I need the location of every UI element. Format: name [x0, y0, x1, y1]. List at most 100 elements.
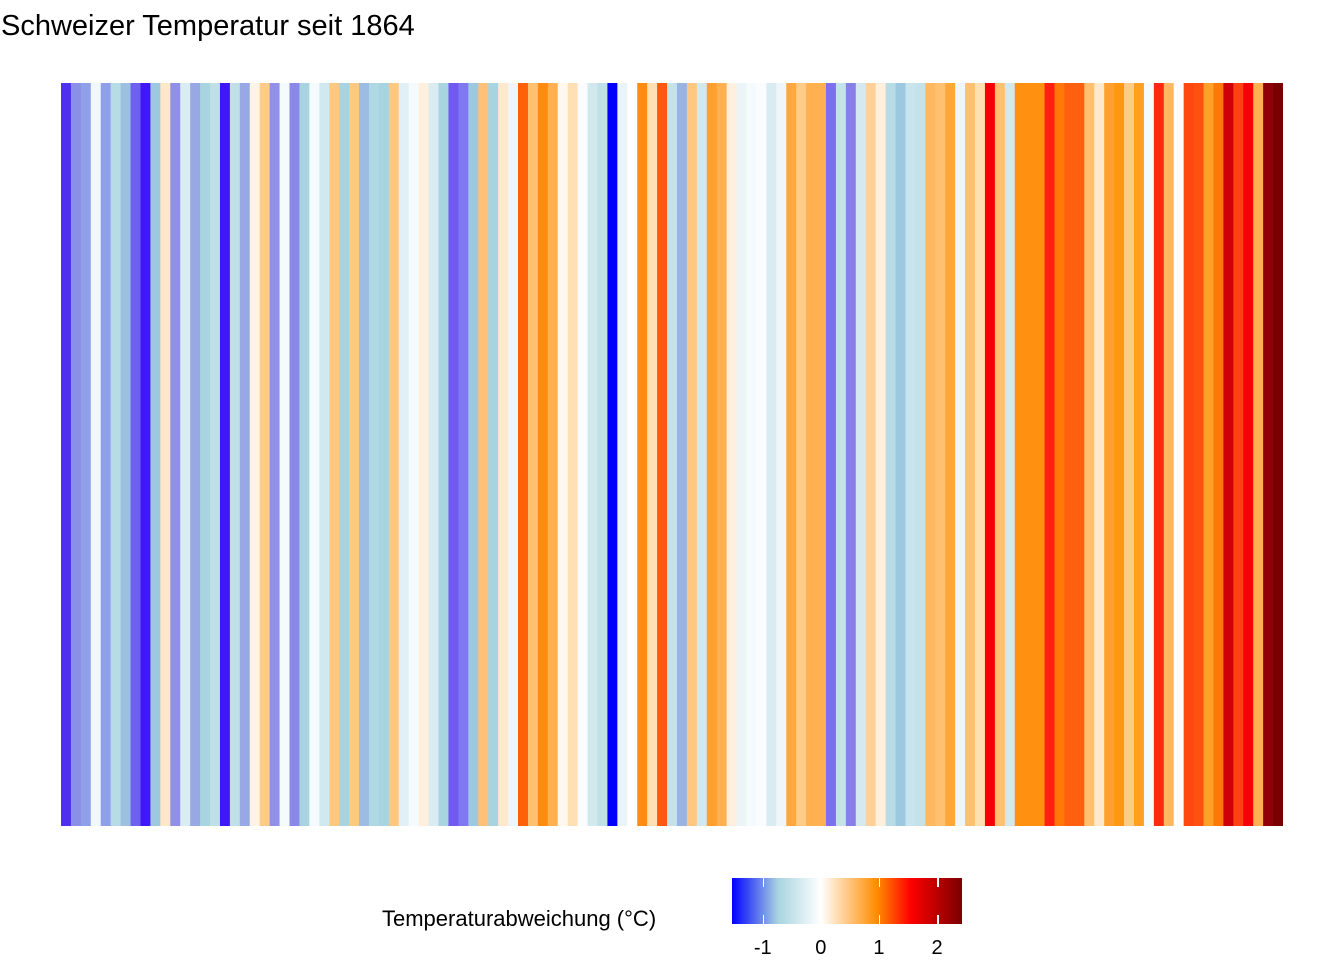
stripe	[100, 83, 112, 826]
stripe	[806, 83, 817, 826]
stripe	[905, 83, 916, 826]
legend-tick-mark	[937, 878, 939, 887]
legend-tick-mark	[762, 915, 765, 924]
stripe	[1243, 83, 1254, 826]
stripe	[1143, 83, 1155, 826]
stripe	[855, 83, 867, 826]
stripe	[239, 83, 251, 826]
stripe	[527, 83, 539, 826]
chart-title: Schweizer Temperatur seit 1864	[1, 10, 415, 42]
legend-tick-mark	[937, 915, 939, 924]
stripe	[1094, 83, 1105, 826]
stripe	[676, 83, 688, 826]
stripe	[1203, 83, 1215, 826]
stripe	[1133, 83, 1145, 826]
stripe	[696, 83, 708, 826]
stripe	[885, 83, 897, 826]
stripe	[508, 83, 519, 826]
stripe	[1004, 83, 1016, 826]
stripe	[1024, 83, 1036, 826]
stripe	[786, 83, 797, 826]
stripe	[1104, 83, 1115, 826]
stripe	[706, 83, 718, 826]
stripe	[200, 83, 211, 826]
stripe	[915, 83, 926, 826]
stripe	[657, 83, 668, 826]
stripe	[70, 83, 82, 826]
stripe	[368, 83, 380, 826]
stripe	[835, 83, 847, 826]
stripe	[796, 83, 807, 826]
stripe	[1064, 83, 1075, 826]
stripe	[1114, 83, 1125, 826]
stripe	[408, 83, 420, 826]
stripe	[776, 83, 787, 826]
stripe	[61, 83, 72, 826]
stripe	[547, 83, 559, 826]
stripe	[845, 83, 857, 826]
legend-tick-mark	[878, 878, 881, 887]
stripe	[418, 83, 430, 826]
legend-tick-mark	[762, 878, 765, 887]
stripe	[438, 83, 450, 826]
stripe	[975, 83, 986, 826]
stripe	[607, 83, 618, 826]
stripe	[994, 83, 1006, 826]
stripe	[925, 83, 936, 826]
stripe	[498, 83, 509, 826]
stripe	[309, 83, 320, 826]
legend-tick-mark	[820, 915, 823, 924]
stripe	[1074, 83, 1085, 826]
stripe	[1263, 83, 1274, 826]
stripe	[736, 83, 748, 826]
stripe	[1173, 83, 1185, 826]
stripe	[319, 83, 330, 826]
stripe	[895, 83, 907, 826]
stripe	[726, 83, 738, 826]
stripe	[686, 83, 698, 826]
stripe	[756, 83, 767, 826]
stripe	[1153, 83, 1165, 826]
legend-tick-label: 1	[873, 937, 885, 959]
stripe	[349, 83, 360, 826]
stripe	[398, 83, 410, 826]
stripe	[130, 83, 142, 826]
stripe	[219, 83, 231, 826]
stripe	[1054, 83, 1066, 826]
stripe	[378, 83, 390, 826]
stripe	[229, 83, 241, 826]
stripe	[90, 83, 102, 826]
stripe	[150, 83, 161, 826]
stripe	[1084, 83, 1095, 826]
stripe	[965, 83, 976, 826]
stripe	[1044, 83, 1056, 826]
stripe	[518, 83, 529, 826]
stripe	[180, 83, 191, 826]
stripe	[478, 83, 489, 826]
stripe	[160, 83, 171, 826]
legend-colorbar	[732, 878, 962, 924]
stripe	[190, 83, 201, 826]
stripe	[647, 83, 658, 826]
stripe	[766, 83, 777, 826]
stripe	[955, 83, 966, 826]
stripe	[537, 83, 549, 826]
stripe	[468, 83, 479, 826]
stripe	[1183, 83, 1195, 826]
stripe	[667, 83, 678, 826]
stripe	[299, 83, 310, 826]
stripe	[816, 83, 827, 826]
stripe	[1034, 83, 1046, 826]
stripe	[269, 83, 281, 826]
stripe	[945, 83, 956, 826]
stripe	[140, 83, 152, 826]
stripe	[388, 83, 400, 826]
stripe	[865, 83, 877, 826]
stripe	[1213, 83, 1224, 826]
legend-tick-label: 0	[815, 937, 827, 959]
legend-tick-label: 2	[931, 937, 943, 959]
stripe	[716, 83, 728, 826]
stripe	[1233, 83, 1244, 826]
legend-tick-mark	[878, 915, 881, 924]
stripe	[617, 83, 628, 826]
